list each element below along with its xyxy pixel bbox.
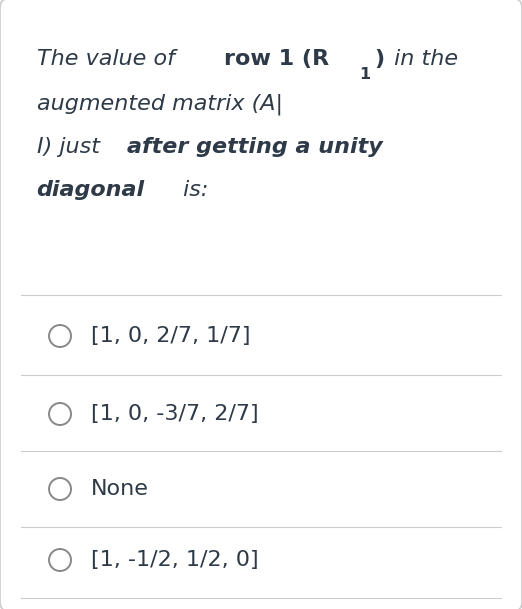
Text: row 1 (R: row 1 (R: [224, 49, 329, 69]
Text: ): ): [374, 49, 384, 69]
Text: [1, 0, 2/7, 1/7]: [1, 0, 2/7, 1/7]: [91, 326, 251, 346]
Text: The value of: The value of: [37, 49, 182, 69]
Text: 1: 1: [360, 66, 371, 82]
Text: augmented matrix (A|: augmented matrix (A|: [37, 94, 282, 115]
Text: None: None: [91, 479, 149, 499]
Text: [1, 0, -3/7, 2/7]: [1, 0, -3/7, 2/7]: [91, 404, 259, 424]
Text: [1, -1/2, 1/2, 0]: [1, -1/2, 1/2, 0]: [91, 550, 259, 570]
Text: in the: in the: [387, 49, 458, 69]
Text: diagonal: diagonal: [37, 180, 145, 200]
Text: I) just: I) just: [37, 138, 106, 158]
Text: after getting a unity: after getting a unity: [127, 138, 383, 158]
Text: is:: is:: [176, 180, 208, 200]
